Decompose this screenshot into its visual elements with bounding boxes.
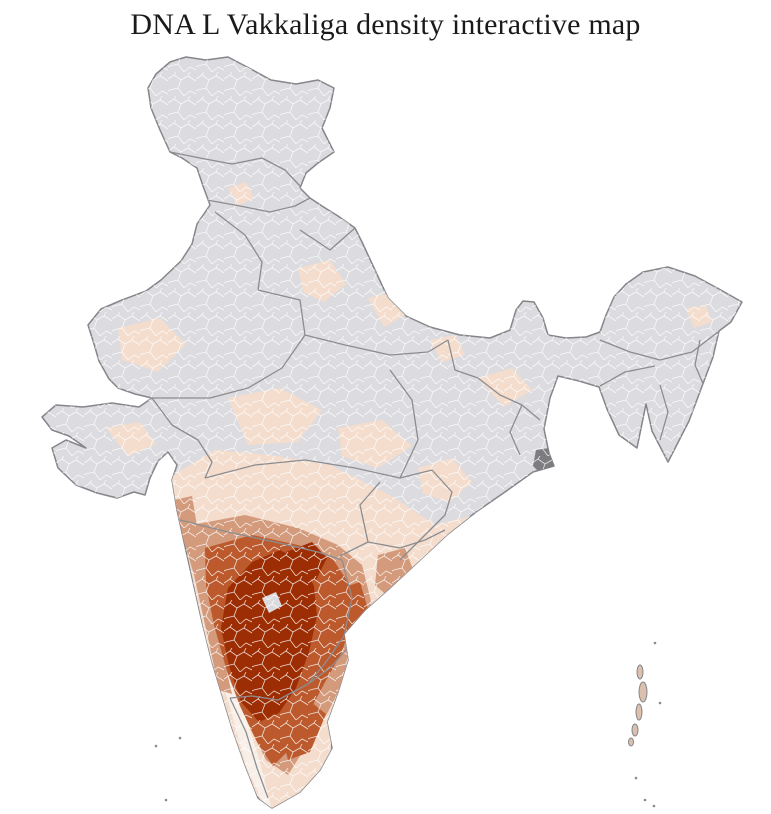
state-border-17: [307, 559, 353, 685]
island-little-andaman[interactable]: [631, 723, 639, 737]
state-border-19: [229, 697, 269, 799]
island-andaman-south[interactable]: [635, 703, 643, 721]
map-title: DNA L Vakkaliga density interactive map: [130, 8, 641, 41]
islet-dot-3: [643, 798, 647, 802]
state-border-24: [659, 384, 669, 441]
state-border-14: [179, 519, 343, 561]
state-border-7: [477, 377, 541, 421]
state-border-3: [214, 211, 263, 291]
state-border-15: [339, 481, 381, 557]
islet-dot-2: [634, 776, 638, 780]
state-border-20: [307, 649, 347, 685]
islet-dot-4: [652, 804, 656, 808]
state-border-0: [169, 151, 301, 187]
islet-dot-5: [154, 744, 158, 748]
state-border-10: [204, 459, 433, 479]
state-border-6: [447, 339, 479, 379]
island-andaman-middle[interactable]: [638, 681, 648, 703]
island-andaman-north[interactable]: [636, 664, 644, 680]
state-border-9: [151, 397, 213, 479]
state-border-11: [389, 369, 419, 479]
islet-dot-1: [658, 701, 662, 705]
state-border-1: [206, 197, 311, 213]
state-border-18: [229, 683, 309, 701]
islet-dot-7: [164, 798, 168, 802]
state-border-13: [399, 514, 446, 561]
state-border-5: [304, 334, 449, 356]
state-border-21: [599, 331, 719, 361]
state-border-22: [599, 365, 656, 387]
state-border-8: [509, 404, 523, 456]
islet-dot-6: [178, 736, 182, 740]
state-border-4: [152, 289, 306, 399]
state-border-23: [694, 339, 706, 389]
state-border-12: [431, 469, 453, 516]
island-andaman-islet[interactable]: [628, 737, 634, 747]
islet-dot-0: [653, 641, 657, 645]
state-border-16: [367, 529, 446, 549]
state-border-2: [299, 227, 356, 251]
